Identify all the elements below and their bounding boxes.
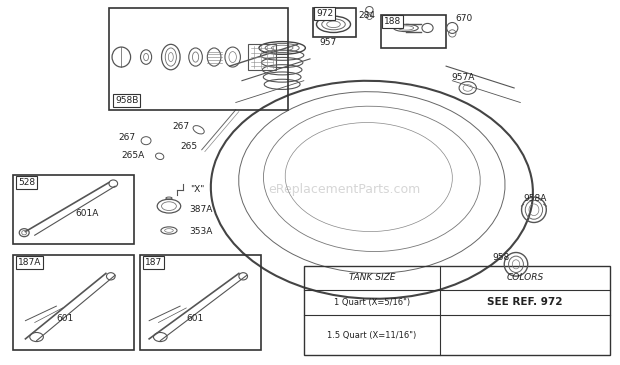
Bar — [13, 255, 134, 350]
Text: 670: 670 — [455, 14, 472, 23]
Bar — [248, 44, 276, 70]
Text: 265: 265 — [180, 142, 197, 151]
Text: "X": "X" — [190, 185, 205, 194]
Text: 387A: 387A — [189, 205, 213, 214]
Text: 187: 187 — [145, 258, 162, 267]
Text: 957: 957 — [319, 38, 337, 47]
Text: 267: 267 — [172, 122, 189, 131]
Bar — [381, 15, 446, 48]
Text: 284: 284 — [358, 11, 375, 20]
Text: 353A: 353A — [189, 227, 213, 236]
Text: 188: 188 — [384, 17, 402, 26]
Text: 1.5 Quart (X=11/16"): 1.5 Quart (X=11/16") — [327, 331, 417, 340]
Bar — [109, 8, 288, 110]
Text: 601: 601 — [186, 314, 203, 323]
Bar — [140, 255, 260, 350]
Text: 957A: 957A — [451, 73, 474, 81]
Text: SEE REF. 972: SEE REF. 972 — [487, 297, 563, 307]
Bar — [13, 175, 134, 244]
Text: TANK SIZE: TANK SIZE — [348, 273, 395, 283]
Text: 958B: 958B — [115, 96, 138, 105]
Text: 265A: 265A — [122, 151, 144, 160]
Text: 601: 601 — [56, 314, 74, 323]
Text: eReplacementParts.com: eReplacementParts.com — [268, 183, 420, 196]
Text: 958: 958 — [492, 253, 510, 262]
Bar — [304, 266, 610, 355]
Text: 1 Quart (X=5/16"): 1 Quart (X=5/16") — [334, 298, 410, 307]
Text: COLORS: COLORS — [507, 273, 544, 283]
Bar — [313, 8, 356, 37]
Text: 267: 267 — [118, 132, 135, 142]
Text: 187A: 187A — [18, 258, 42, 267]
Text: 958A: 958A — [523, 195, 547, 203]
Text: 528: 528 — [18, 178, 35, 187]
Text: 601A: 601A — [75, 209, 99, 218]
Text: 972: 972 — [316, 9, 334, 18]
